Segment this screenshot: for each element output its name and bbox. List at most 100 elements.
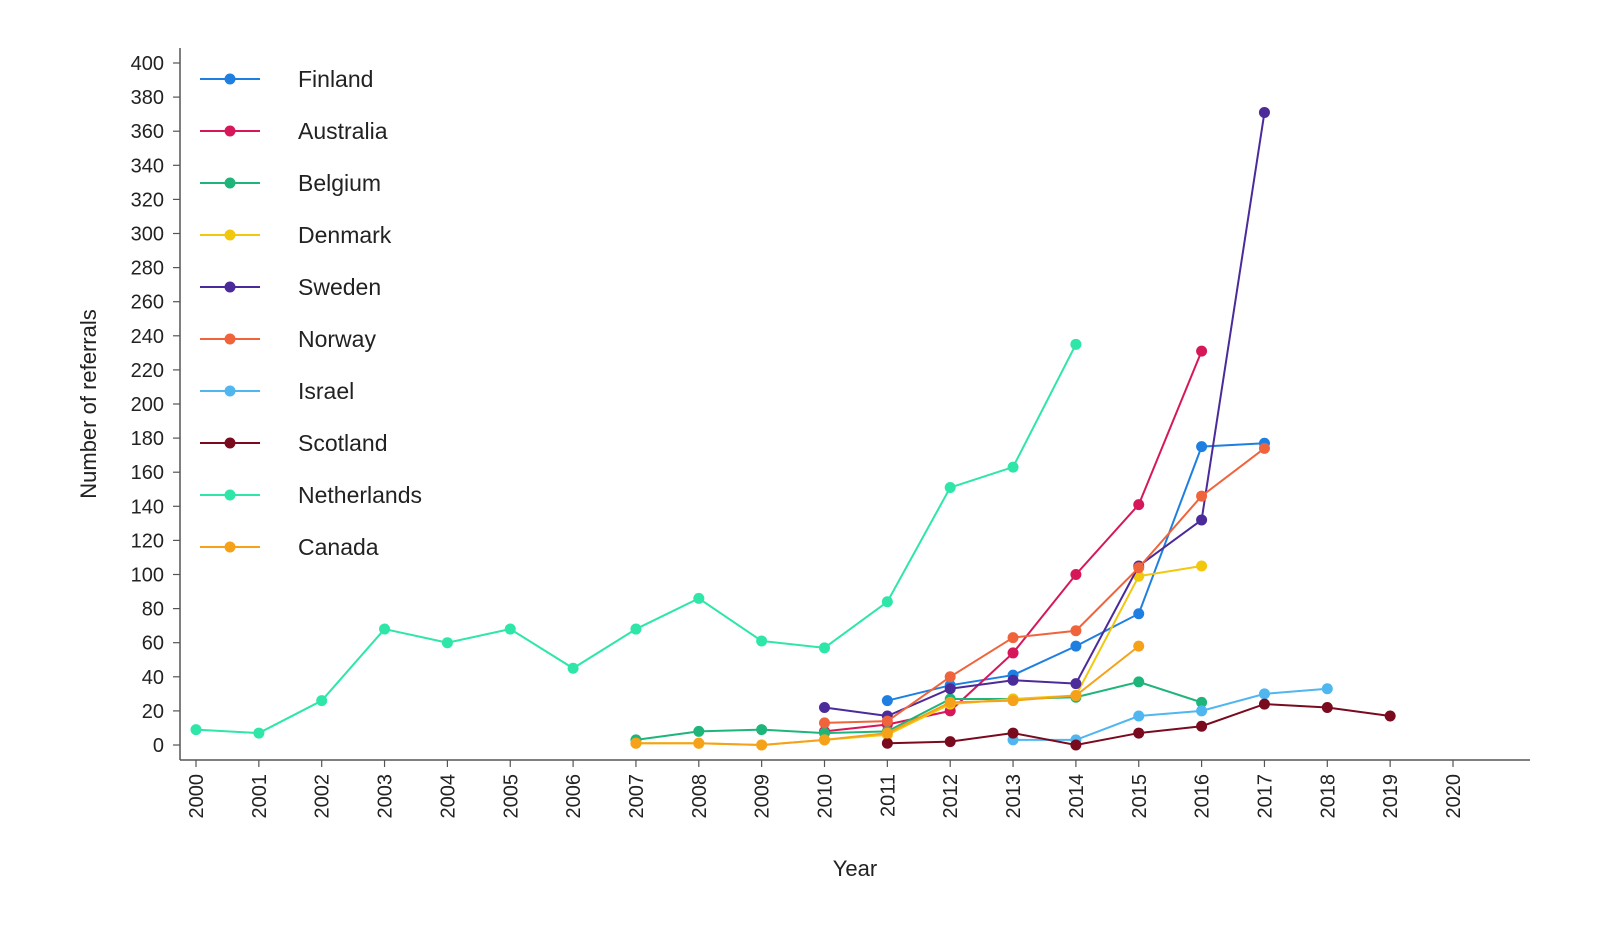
legend-label: Denmark <box>298 222 392 248</box>
data-point <box>1196 560 1208 572</box>
y-tick-label: 340 <box>131 155 164 177</box>
x-tick-label: 2007 <box>626 774 648 819</box>
x-tick-label: 2015 <box>1129 774 1151 819</box>
data-point <box>756 724 768 736</box>
legend-label: Scotland <box>298 430 388 456</box>
data-point <box>1196 514 1208 526</box>
series-line <box>887 703 1391 747</box>
legend-item-belgium: Belgium <box>200 170 381 196</box>
data-point <box>819 717 830 729</box>
legend-label: Canada <box>298 534 379 560</box>
x-tick-label: 2020 <box>1443 774 1465 819</box>
y-tick-label: 260 <box>131 292 164 314</box>
series-canada <box>630 640 1145 751</box>
y-tick-label: 140 <box>131 496 164 518</box>
data-point <box>881 596 893 608</box>
y-tick-label: 280 <box>131 258 164 280</box>
data-point <box>819 642 830 654</box>
legend-marker <box>224 281 236 293</box>
data-point <box>190 724 202 736</box>
x-tick-label: 2012 <box>940 774 962 819</box>
legend-item-denmark: Denmark <box>200 222 392 248</box>
y-tick-label: 120 <box>131 530 164 552</box>
data-point <box>944 696 956 708</box>
y-tick-label: 360 <box>131 121 164 143</box>
x-tick-label: 2004 <box>437 774 459 819</box>
data-point <box>1070 690 1082 702</box>
data-point <box>1070 640 1082 652</box>
x-tick-label: 2017 <box>1254 774 1276 819</box>
series-line <box>635 680 1202 741</box>
x-tick-label: 2018 <box>1317 774 1339 819</box>
legend-marker <box>224 125 236 137</box>
x-tick-label: 2016 <box>1192 774 1214 819</box>
x-tick-label: 2003 <box>375 774 397 819</box>
series-scotland <box>881 698 1396 751</box>
data-point <box>1133 562 1145 574</box>
data-point <box>944 736 956 748</box>
data-point <box>1070 338 1082 350</box>
legend-item-norway: Norway <box>200 326 376 352</box>
data-point <box>1258 442 1270 454</box>
legend-label: Finland <box>298 66 373 92</box>
legend: Finland Australia Belgium Denmark Sweden Norw… <box>200 66 422 560</box>
data-point <box>944 482 956 494</box>
data-point <box>1007 632 1019 644</box>
data-point <box>630 623 642 635</box>
data-point <box>693 592 705 604</box>
data-point <box>567 662 579 674</box>
data-point <box>1007 695 1019 707</box>
y-tick-label: 320 <box>131 189 164 211</box>
data-point <box>1384 710 1396 722</box>
y-axis-label: Number of referrals <box>76 309 101 499</box>
legend-marker <box>224 229 236 241</box>
legend-label: Netherlands <box>298 482 422 508</box>
data-point <box>1196 441 1208 453</box>
data-point <box>1321 683 1333 695</box>
x-tick-label: 2009 <box>752 774 774 819</box>
y-tick-label: 0 <box>153 735 164 757</box>
legend-marker <box>224 385 236 397</box>
legend-item-israel: Israel <box>200 378 354 404</box>
legend-item-netherlands: Netherlands <box>200 482 422 508</box>
data-point <box>379 623 391 635</box>
data-point <box>504 623 516 635</box>
y-tick-label: 220 <box>131 360 164 382</box>
legend-marker <box>224 177 236 189</box>
x-tick-label: 2002 <box>312 774 334 819</box>
y-tick-label: 40 <box>142 667 164 689</box>
x-tick-label: 2006 <box>563 774 585 819</box>
data-point <box>881 737 893 749</box>
x-tick-label: 2010 <box>815 774 837 819</box>
legend-label: Norway <box>298 326 376 352</box>
legend-marker <box>224 73 236 85</box>
legend-item-sweden: Sweden <box>200 274 381 300</box>
data-point <box>1196 490 1208 502</box>
x-tick-label: 2014 <box>1066 774 1088 819</box>
data-point <box>693 737 705 749</box>
legend-item-finland: Finland <box>200 66 373 92</box>
series-lines <box>190 106 1396 751</box>
data-point <box>693 725 705 737</box>
x-tick-label: 2011 <box>877 774 899 817</box>
legend-item-scotland: Scotland <box>200 430 388 456</box>
data-point <box>630 737 642 749</box>
y-tick-label: 180 <box>131 428 164 450</box>
data-point <box>316 695 328 707</box>
legend-marker <box>224 437 236 449</box>
y-tick-label: 60 <box>142 633 164 655</box>
y-tick-label: 380 <box>131 87 164 109</box>
series-line <box>824 112 1266 718</box>
data-point <box>1258 698 1270 710</box>
legend-label: Australia <box>298 118 388 144</box>
data-point <box>1070 739 1082 751</box>
data-point <box>441 637 453 649</box>
axes: 0 20 40 60 80 100 120 140 160 180 200 220 240 260 280 3… <box>131 48 1530 819</box>
y-tick-label: 240 <box>131 326 164 348</box>
data-point <box>1070 625 1082 637</box>
data-point <box>881 715 893 727</box>
data-point <box>1196 345 1208 357</box>
data-point <box>1133 676 1145 688</box>
data-point <box>1133 608 1145 620</box>
